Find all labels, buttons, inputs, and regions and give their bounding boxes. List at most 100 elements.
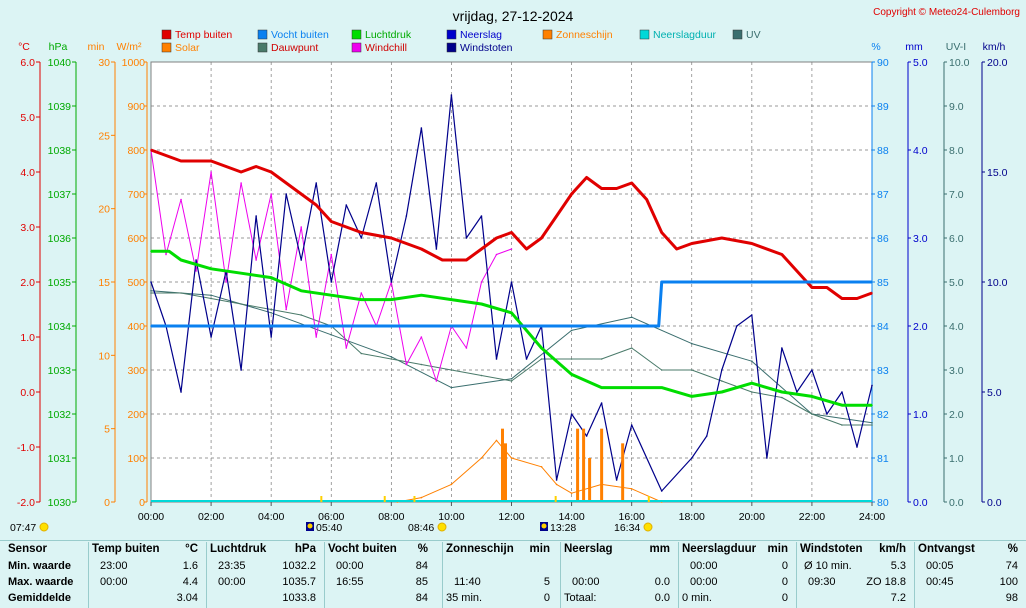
series-point-temp-buiten: [555, 215, 558, 217]
series-point-dauwpunt: [781, 396, 783, 399]
legend-swatch: [446, 29, 457, 40]
series-point-windchill: [300, 226, 303, 228]
column-title: Luchtdruk: [210, 543, 267, 555]
series-point-temp-buiten: [540, 237, 543, 239]
humidity-tick-label: 87: [877, 189, 889, 201]
uv-tick-label: 10.0: [949, 57, 970, 69]
legend-swatch: [257, 42, 268, 53]
min-time: 00:05: [926, 560, 954, 572]
series-point-windstoten: [375, 182, 378, 184]
series-point-windstoten: [510, 281, 513, 283]
humidity-tick-label: 81: [877, 453, 889, 465]
series-point-dauwpunt: [630, 347, 633, 349]
wind-axis-unit: km/h: [983, 41, 1006, 53]
series-point-temp-buiten: [720, 237, 723, 239]
max-time: 16:55: [336, 576, 364, 588]
legend-label: Windstoten: [460, 42, 513, 54]
series-layer: [150, 94, 873, 503]
column-separator: [796, 542, 797, 608]
series-point-temp-buiten: [525, 248, 528, 250]
series-point-temp-buiten: [465, 259, 468, 261]
series-point-solar: [495, 439, 498, 442]
humidity-tick-label: 80: [877, 497, 889, 509]
x-tick-label: 10:00: [438, 511, 464, 523]
minutes-tick-label: 10: [98, 350, 110, 362]
series-point-windstoten: [585, 435, 588, 437]
max-time: 11:40: [454, 576, 481, 588]
series-point-dauwpunt: [540, 358, 543, 360]
column-title: Neerslag: [564, 543, 613, 555]
max-value: 100: [999, 576, 1018, 588]
series-point-temp-buiten: [645, 198, 648, 201]
x-tick-label: 08:00: [378, 511, 404, 523]
copyright-text: Copyright © Meteo24-Culemborg: [873, 7, 1020, 18]
series-point-temp-buiten: [690, 242, 693, 245]
minutes-tick-label: 25: [98, 130, 110, 142]
temp-tick-label: 5.0: [20, 112, 35, 124]
series-point-windstoten: [525, 358, 528, 360]
series-point-uv: [570, 329, 573, 332]
series-point-windstoten: [736, 325, 738, 327]
series-point-windstoten: [450, 94, 453, 96]
series-point-windchill: [330, 253, 333, 256]
series-point-temp-buiten: [660, 231, 663, 234]
series-point-luchtdruk: [540, 347, 543, 349]
series-point-windstoten: [390, 281, 393, 283]
solar-tick-label: 1000: [122, 57, 146, 69]
row-labels: Sensor Min. waarde Max. waarde Gemiddeld…: [8, 540, 88, 608]
series-point-solar: [630, 488, 633, 490]
series-point-temp-buiten: [871, 292, 873, 294]
series-point-temp-buiten: [441, 259, 444, 261]
minutes-tick-label: 30: [98, 57, 110, 69]
series-point-luchtdruk: [690, 395, 693, 398]
series-point-uv: [751, 360, 753, 363]
series-point-windstoten: [720, 369, 723, 371]
legend-label: Temp buiten: [175, 29, 232, 41]
uv-tick-label: 9.0: [949, 101, 964, 113]
series-line-luchtdruk: [151, 249, 872, 407]
series-point-dauwpunt: [690, 369, 693, 371]
series-point-dauwpunt: [811, 413, 813, 415]
series-point-solar: [555, 483, 558, 486]
series-point-windstoten: [285, 193, 287, 195]
moon-glyph-icon: [541, 523, 547, 529]
series-point-luchtdruk: [630, 386, 633, 389]
series-point-windstoten: [555, 479, 558, 481]
min-value: 84: [415, 560, 428, 572]
series-point-dauwpunt: [871, 424, 873, 426]
series-point-vocht-buiten: [657, 325, 660, 327]
temp-tick-label: 4.0: [20, 167, 35, 179]
series-point-windstoten: [690, 457, 693, 459]
series-point-windchill: [210, 171, 212, 173]
series-point-luchtdruk: [600, 386, 603, 389]
series-point-dauwpunt: [240, 303, 242, 305]
legend-swatch: [446, 42, 457, 53]
series-point-dauwpunt: [600, 358, 603, 360]
series-point-windchill: [345, 347, 348, 349]
series-point-luchtdruk: [570, 373, 573, 376]
column-separator: [206, 542, 207, 608]
humidity-tick-label: 82: [877, 409, 889, 421]
rain-tick-label: 5.0: [913, 57, 928, 69]
uv-tick-label: 4.0: [949, 321, 964, 333]
column-separator: [560, 542, 561, 608]
minutes-axis-unit: min: [88, 41, 105, 53]
legend-swatch: [351, 29, 362, 40]
pressure-tick-label: 1034: [48, 321, 72, 333]
solar-tick-label: 500: [127, 277, 145, 289]
series-point-windstoten: [330, 281, 333, 283]
temp-axis-unit: °C: [18, 41, 30, 53]
min-label: Min. waarde: [8, 560, 71, 572]
series-point-windchill: [180, 198, 182, 201]
series-point-temp-buiten: [285, 182, 287, 184]
series-point-temp-buiten: [300, 193, 303, 195]
series-point-temp-buiten: [315, 204, 318, 206]
pressure-tick-label: 1031: [48, 453, 72, 465]
stats-column: Neerslag mm 00:00 0.0 Totaal: 0.0: [560, 540, 676, 608]
min-time: 00:00: [690, 560, 718, 572]
pressure-tick-label: 1032: [48, 409, 72, 421]
temp-tick-label: 2.0: [20, 277, 35, 289]
series-point-windchill: [405, 363, 408, 366]
avg-value: 3.04: [176, 592, 198, 604]
series-point-temp-buiten: [255, 165, 257, 168]
